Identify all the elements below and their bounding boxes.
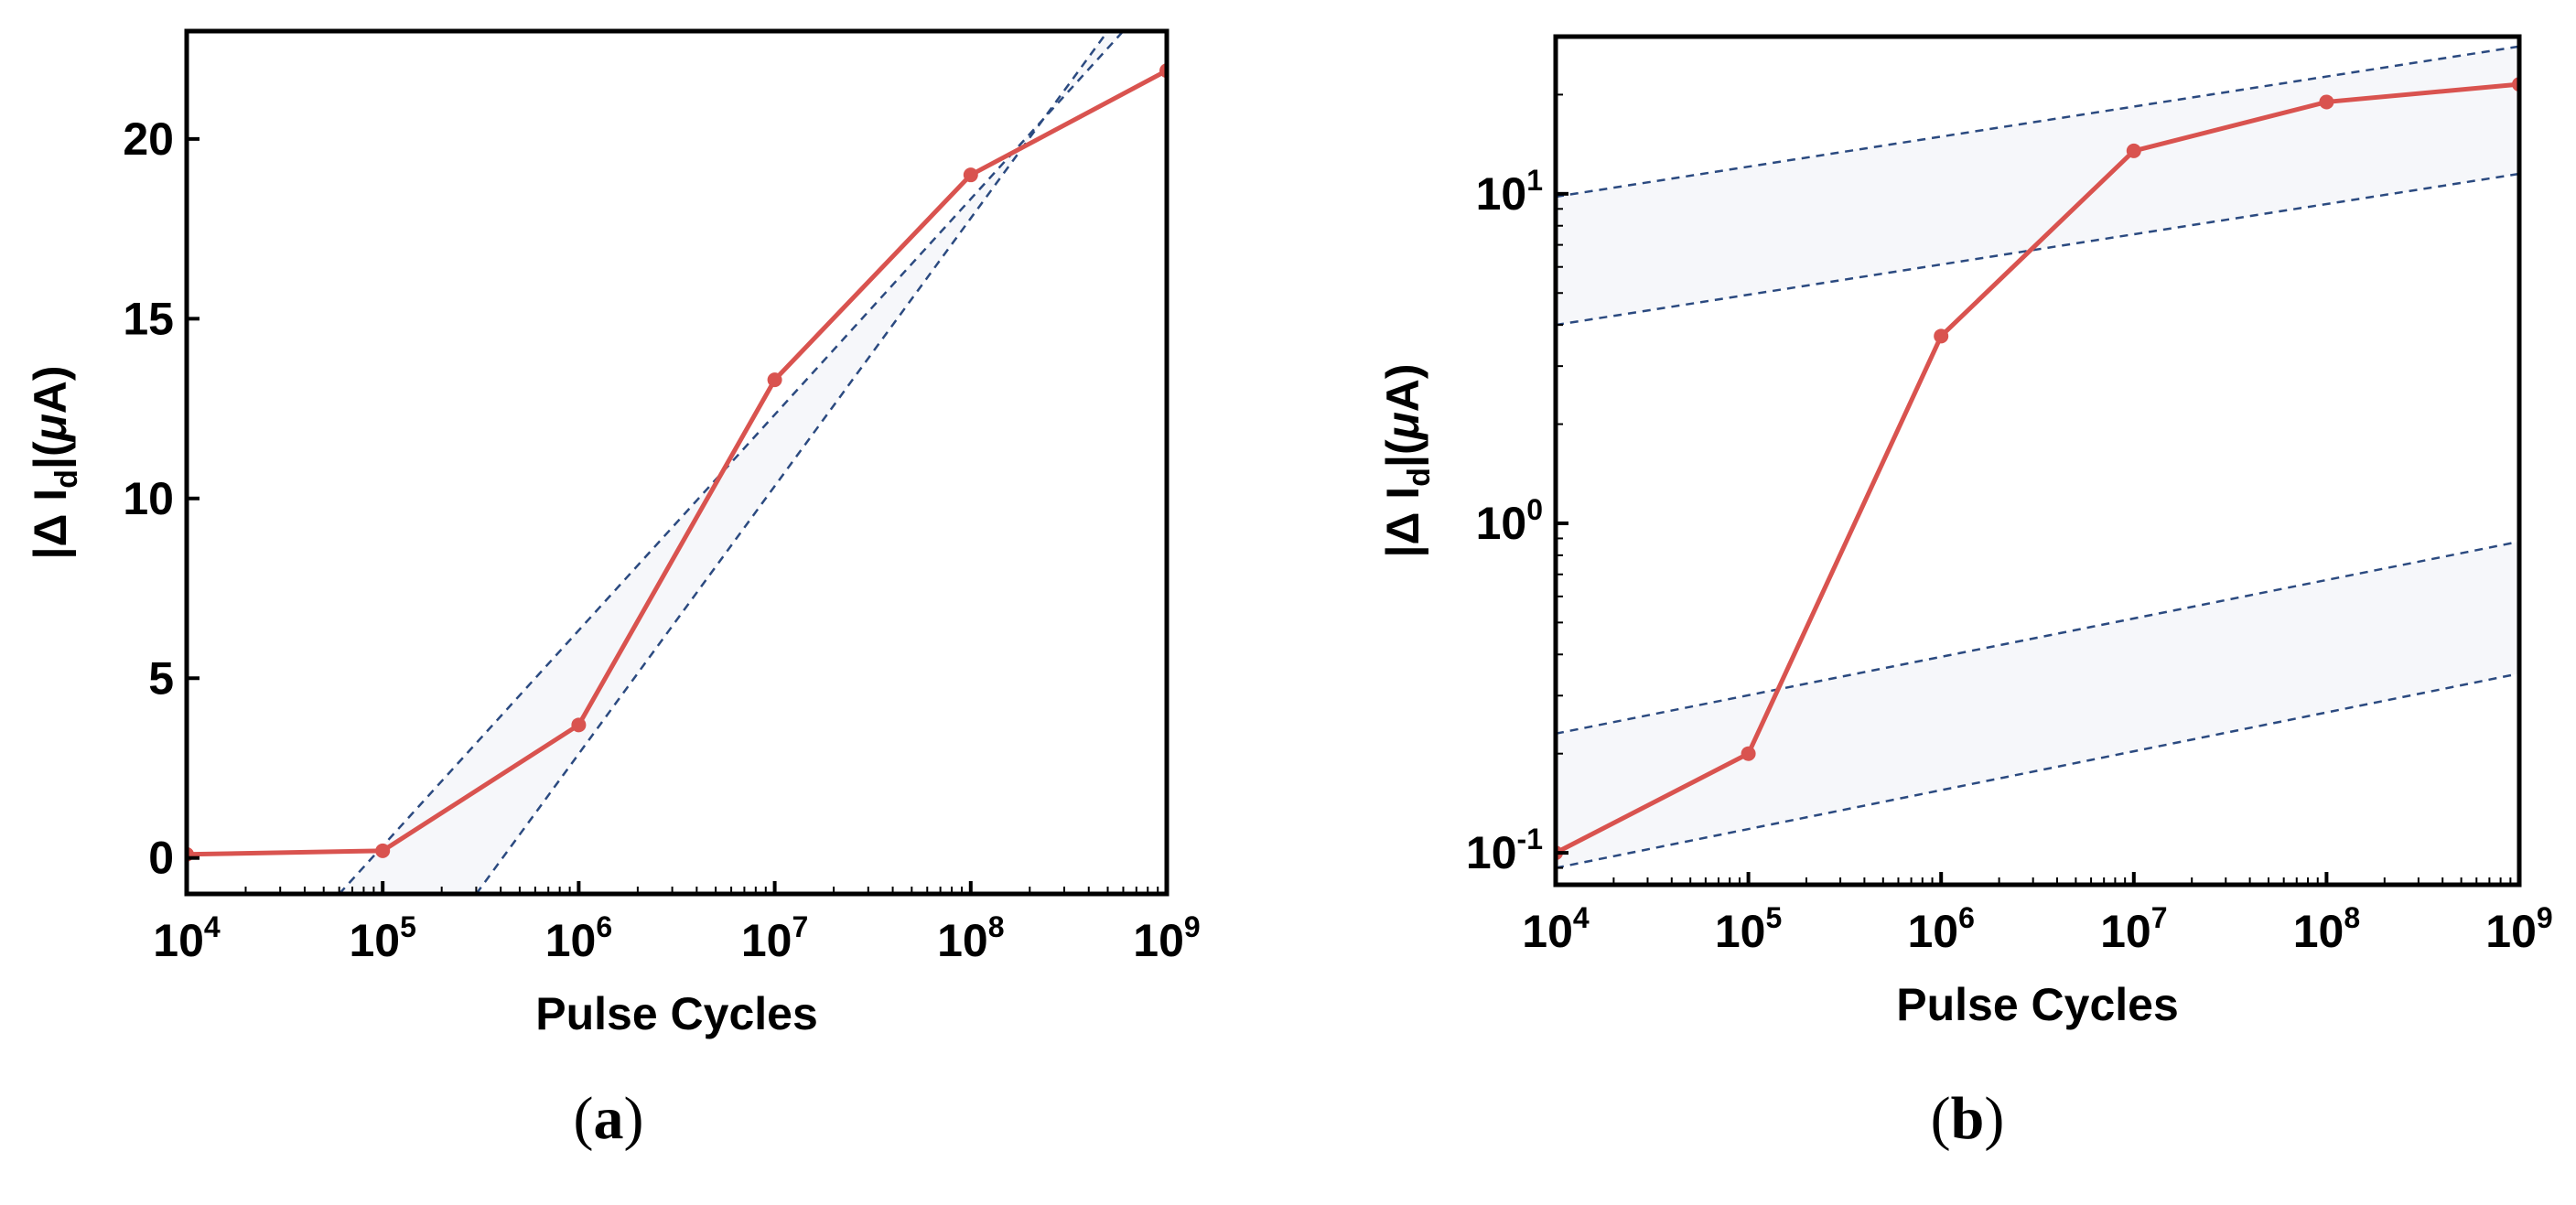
x-tick-label-4: 107: [2100, 901, 2167, 957]
guide-line-1: [1556, 45, 2519, 199]
series-line: [187, 69, 1167, 857]
y-tick-label-5: 20: [123, 113, 174, 165]
x-tick-label-5: 108: [937, 910, 1004, 966]
x-axis-label: Pulse Cycles: [1896, 979, 2179, 1030]
caption-a: (a): [573, 1085, 644, 1152]
caption-b: (b): [1930, 1085, 2005, 1152]
y-axis-label: |Δ Id|(μA): [25, 365, 84, 559]
y-tick-label-2: 5: [148, 652, 174, 704]
x-tick-label-3: 106: [1907, 901, 1974, 957]
x-tick-label-1: 104: [1522, 901, 1590, 957]
y-axis-label: |Δ Id|(μA): [1377, 363, 1437, 557]
x-tick-label-2: 105: [349, 910, 415, 966]
guide-line-3: [1556, 540, 2519, 736]
series-line: [1556, 81, 2519, 855]
data-point-4: [767, 372, 782, 388]
plot-area: [187, 31, 1167, 894]
y-tick-label-4: 15: [123, 293, 174, 344]
data-point-4: [2126, 143, 2141, 158]
data-point-5: [963, 167, 978, 183]
x-tick-label-4: 107: [741, 910, 808, 966]
y-tick-label-3: 101: [1476, 164, 1543, 220]
chart-panel-b: 104 105 106 107 108 109 10-1 100 101 Pulse Cycles…: [1377, 34, 2553, 1030]
plot-frame: [184, 28, 1169, 897]
guide-line-1: [338, 31, 1125, 894]
x-tick-label-3: 106: [545, 910, 612, 966]
x-tick-label-1: 104: [153, 910, 221, 966]
y-tick-label-3: 10: [123, 473, 174, 524]
data-point-2: [375, 843, 391, 858]
guide-band: [1556, 46, 2519, 326]
guide-band: [1556, 541, 2519, 868]
x-tick-label-5: 108: [2293, 901, 2360, 957]
y-tick-label-1: 10-1: [1466, 823, 1543, 878]
y-tick-label-1: 0: [148, 833, 174, 884]
data-point-3: [1934, 328, 1949, 344]
data-point-2: [1741, 746, 1756, 761]
x-axis-label: Pulse Cycles: [535, 988, 818, 1039]
guide-line-4: [1556, 672, 2519, 869]
guide-band: [339, 31, 1124, 894]
x-tick-label-2: 105: [1715, 901, 1782, 957]
data-point-5: [2319, 94, 2334, 110]
guide-line-2: [1556, 172, 2519, 327]
chart-panel-a: 104 105 106 107 108 109 0 5 10 15 20 Pulse Cycles |Δ…: [25, 28, 1201, 1039]
x-tick-label-6: 109: [1133, 910, 1200, 966]
y-tick-label-2: 100: [1476, 493, 1543, 549]
plot-frame: [1553, 34, 2522, 888]
guide-line-2: [475, 31, 1109, 894]
data-point-3: [571, 717, 587, 733]
x-tick-label-6: 109: [2485, 901, 2552, 957]
plot-area: [1556, 45, 2519, 869]
